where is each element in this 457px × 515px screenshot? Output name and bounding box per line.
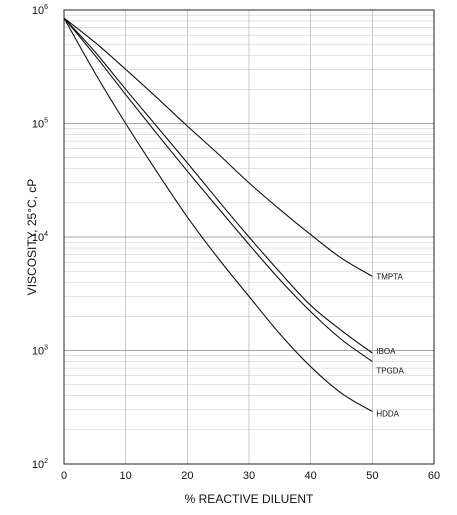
series-lines bbox=[63, 17, 373, 412]
x-tick-label: 0 bbox=[61, 470, 67, 482]
y-tick-label: 102 bbox=[32, 458, 48, 471]
series-line-hdda bbox=[63, 17, 373, 412]
y-tick-label: 106 bbox=[32, 4, 48, 17]
y-tick-label: 103 bbox=[32, 345, 48, 358]
series-labels: TMPTA IBOA TPGDA HDDA bbox=[376, 272, 404, 418]
series-label-hdda: HDDA bbox=[376, 410, 399, 419]
x-tick-label: 30 bbox=[243, 470, 255, 482]
series-line-tmpta bbox=[63, 17, 373, 277]
series-label-tmpta: TMPTA bbox=[376, 272, 403, 281]
x-tick-label: 20 bbox=[181, 470, 193, 482]
series-line-tpgda bbox=[63, 17, 373, 362]
plot-frame bbox=[63, 9, 435, 465]
y-tick-label: 104 bbox=[32, 231, 48, 244]
y-axis-title: VISCOSITY, 25°C, cP bbox=[25, 179, 39, 296]
tick-labels: 0 10 20 30 40 50 60 102 103 104 105 106 bbox=[32, 4, 440, 482]
x-tick-label: 50 bbox=[366, 470, 378, 482]
y-tick-label: 105 bbox=[32, 118, 48, 131]
x-tick-label: 40 bbox=[305, 470, 317, 482]
series-line-iboa bbox=[63, 17, 373, 354]
x-axis-title: % REACTIVE DILUENT bbox=[185, 492, 314, 506]
series-label-iboa: IBOA bbox=[376, 347, 396, 356]
series-label-tpgda: TPGDA bbox=[376, 366, 404, 375]
x-tick-label: 10 bbox=[120, 470, 132, 482]
x-tick-label: 60 bbox=[428, 470, 440, 482]
